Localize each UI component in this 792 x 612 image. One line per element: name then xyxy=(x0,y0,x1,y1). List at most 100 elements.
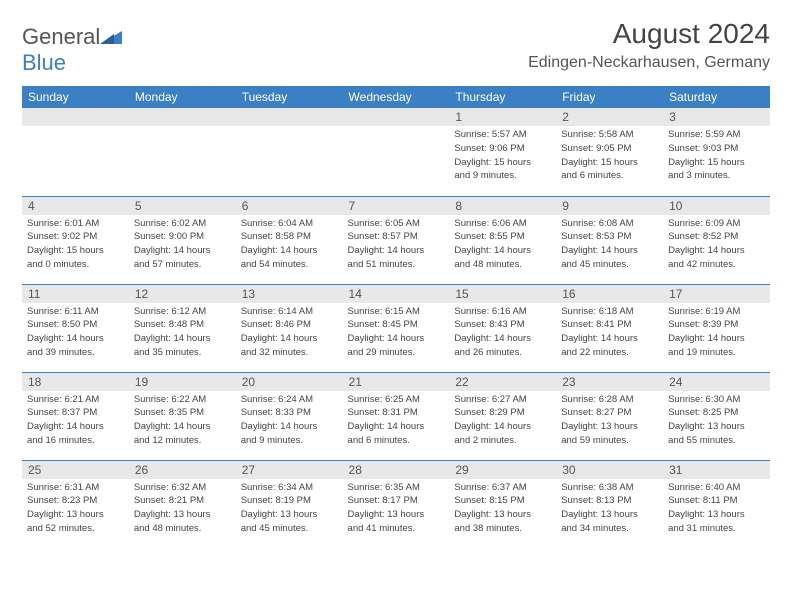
calendar-body: 1Sunrise: 5:57 AMSunset: 9:06 PMDaylight… xyxy=(22,108,770,548)
sunset: Sunset: 8:46 PM xyxy=(241,319,338,332)
daylight-line2: and 32 minutes. xyxy=(241,347,338,360)
weekday-thursday: Thursday xyxy=(449,86,556,108)
sunrise: Sunrise: 6:11 AM xyxy=(27,306,124,319)
empty-cell xyxy=(236,108,343,196)
weekday-monday: Monday xyxy=(129,86,236,108)
daylight-line1: Daylight: 13 hours xyxy=(27,509,124,522)
daylight-line2: and 34 minutes. xyxy=(561,523,658,536)
day-number: 25 xyxy=(22,461,129,479)
daylight-line2: and 31 minutes. xyxy=(668,523,765,536)
empty-cell xyxy=(22,108,129,196)
daylight-line1: Daylight: 13 hours xyxy=(348,509,445,522)
calendar-table: SundayMondayTuesdayWednesdayThursdayFrid… xyxy=(22,86,770,548)
day-number: 16 xyxy=(556,285,663,303)
sunrise: Sunrise: 6:19 AM xyxy=(668,306,765,319)
day-cell: 9Sunrise: 6:08 AMSunset: 8:53 PMDaylight… xyxy=(556,196,663,284)
day-number: 15 xyxy=(449,285,556,303)
daylight-line2: and 54 minutes. xyxy=(241,259,338,272)
day-cell: 31Sunrise: 6:40 AMSunset: 8:11 PMDayligh… xyxy=(663,460,770,548)
day-cell: 19Sunrise: 6:22 AMSunset: 8:35 PMDayligh… xyxy=(129,372,236,460)
daylight-line2: and 19 minutes. xyxy=(668,347,765,360)
day-details: Sunrise: 6:21 AMSunset: 8:37 PMDaylight:… xyxy=(22,391,129,452)
day-number: 2 xyxy=(556,108,663,126)
sunset: Sunset: 8:27 PM xyxy=(561,407,658,420)
sunset: Sunset: 9:02 PM xyxy=(27,231,124,244)
sunset: Sunset: 8:35 PM xyxy=(134,407,231,420)
day-details: Sunrise: 6:05 AMSunset: 8:57 PMDaylight:… xyxy=(343,215,450,276)
daynum-empty xyxy=(22,108,129,126)
day-details: Sunrise: 6:31 AMSunset: 8:23 PMDaylight:… xyxy=(22,479,129,540)
daylight-line1: Daylight: 14 hours xyxy=(241,333,338,346)
day-details: Sunrise: 6:19 AMSunset: 8:39 PMDaylight:… xyxy=(663,303,770,364)
day-details: Sunrise: 6:12 AMSunset: 8:48 PMDaylight:… xyxy=(129,303,236,364)
day-cell: 16Sunrise: 6:18 AMSunset: 8:41 PMDayligh… xyxy=(556,284,663,372)
day-number: 24 xyxy=(663,373,770,391)
sunset: Sunset: 8:15 PM xyxy=(454,495,551,508)
daylight-line1: Daylight: 13 hours xyxy=(668,421,765,434)
day-cell: 10Sunrise: 6:09 AMSunset: 8:52 PMDayligh… xyxy=(663,196,770,284)
daylight-line1: Daylight: 14 hours xyxy=(348,333,445,346)
day-details: Sunrise: 5:57 AMSunset: 9:06 PMDaylight:… xyxy=(449,126,556,187)
day-details: Sunrise: 6:14 AMSunset: 8:46 PMDaylight:… xyxy=(236,303,343,364)
sunset: Sunset: 8:58 PM xyxy=(241,231,338,244)
sunset: Sunset: 8:23 PM xyxy=(27,495,124,508)
daylight-line1: Daylight: 14 hours xyxy=(241,245,338,258)
sunset: Sunset: 9:06 PM xyxy=(454,143,551,156)
header: GeneralBlue August 2024 Edingen-Neckarha… xyxy=(22,18,770,76)
day-details: Sunrise: 6:11 AMSunset: 8:50 PMDaylight:… xyxy=(22,303,129,364)
daynum-empty xyxy=(343,108,450,126)
weekday-saturday: Saturday xyxy=(663,86,770,108)
sunrise: Sunrise: 6:34 AM xyxy=(241,482,338,495)
day-cell: 4Sunrise: 6:01 AMSunset: 9:02 PMDaylight… xyxy=(22,196,129,284)
day-number: 13 xyxy=(236,285,343,303)
day-cell: 8Sunrise: 6:06 AMSunset: 8:55 PMDaylight… xyxy=(449,196,556,284)
day-cell: 13Sunrise: 6:14 AMSunset: 8:46 PMDayligh… xyxy=(236,284,343,372)
sunset: Sunset: 8:48 PM xyxy=(134,319,231,332)
sunset: Sunset: 8:55 PM xyxy=(454,231,551,244)
weekday-sunday: Sunday xyxy=(22,86,129,108)
sunrise: Sunrise: 6:31 AM xyxy=(27,482,124,495)
brand-logo: GeneralBlue xyxy=(22,24,122,76)
daylight-line1: Daylight: 14 hours xyxy=(668,333,765,346)
day-details: Sunrise: 6:08 AMSunset: 8:53 PMDaylight:… xyxy=(556,215,663,276)
day-number: 20 xyxy=(236,373,343,391)
sunset: Sunset: 8:41 PM xyxy=(561,319,658,332)
daylight-line1: Daylight: 14 hours xyxy=(348,421,445,434)
daylight-line1: Daylight: 14 hours xyxy=(561,333,658,346)
day-details: Sunrise: 6:32 AMSunset: 8:21 PMDaylight:… xyxy=(129,479,236,540)
day-cell: 24Sunrise: 6:30 AMSunset: 8:25 PMDayligh… xyxy=(663,372,770,460)
daylight-line1: Daylight: 15 hours xyxy=(668,157,765,170)
day-details: Sunrise: 6:18 AMSunset: 8:41 PMDaylight:… xyxy=(556,303,663,364)
daylight-line1: Daylight: 13 hours xyxy=(561,421,658,434)
daylight-line1: Daylight: 14 hours xyxy=(454,333,551,346)
sunrise: Sunrise: 6:08 AM xyxy=(561,218,658,231)
day-details: Sunrise: 6:35 AMSunset: 8:17 PMDaylight:… xyxy=(343,479,450,540)
day-number: 6 xyxy=(236,197,343,215)
daylight-line2: and 51 minutes. xyxy=(348,259,445,272)
day-number: 7 xyxy=(343,197,450,215)
daylight-line2: and 48 minutes. xyxy=(134,523,231,536)
day-details: Sunrise: 6:37 AMSunset: 8:15 PMDaylight:… xyxy=(449,479,556,540)
daylight-line1: Daylight: 14 hours xyxy=(454,421,551,434)
day-number: 21 xyxy=(343,373,450,391)
brand-part1: General xyxy=(22,24,100,49)
day-number: 10 xyxy=(663,197,770,215)
day-details: Sunrise: 6:22 AMSunset: 8:35 PMDaylight:… xyxy=(129,391,236,452)
day-cell: 30Sunrise: 6:38 AMSunset: 8:13 PMDayligh… xyxy=(556,460,663,548)
daylight-line2: and 16 minutes. xyxy=(27,435,124,448)
sunrise: Sunrise: 6:14 AM xyxy=(241,306,338,319)
sunset: Sunset: 8:57 PM xyxy=(348,231,445,244)
brand-text: GeneralBlue xyxy=(22,24,122,76)
daynum-empty xyxy=(129,108,236,126)
day-cell: 11Sunrise: 6:11 AMSunset: 8:50 PMDayligh… xyxy=(22,284,129,372)
sunset: Sunset: 8:43 PM xyxy=(454,319,551,332)
day-number: 1 xyxy=(449,108,556,126)
sunset: Sunset: 8:21 PM xyxy=(134,495,231,508)
sunrise: Sunrise: 6:18 AM xyxy=(561,306,658,319)
sunrise: Sunrise: 5:59 AM xyxy=(668,129,765,142)
daylight-line2: and 2 minutes. xyxy=(454,435,551,448)
day-details: Sunrise: 6:30 AMSunset: 8:25 PMDaylight:… xyxy=(663,391,770,452)
sunset: Sunset: 8:19 PM xyxy=(241,495,338,508)
location: Edingen-Neckarhausen, Germany xyxy=(528,54,770,72)
sunrise: Sunrise: 6:28 AM xyxy=(561,394,658,407)
